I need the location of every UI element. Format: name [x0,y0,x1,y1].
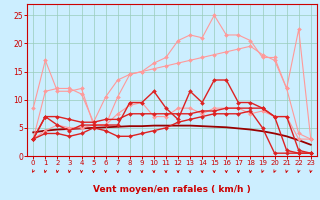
Text: Vent moyen/en rafales ( km/h ): Vent moyen/en rafales ( km/h ) [93,186,251,194]
